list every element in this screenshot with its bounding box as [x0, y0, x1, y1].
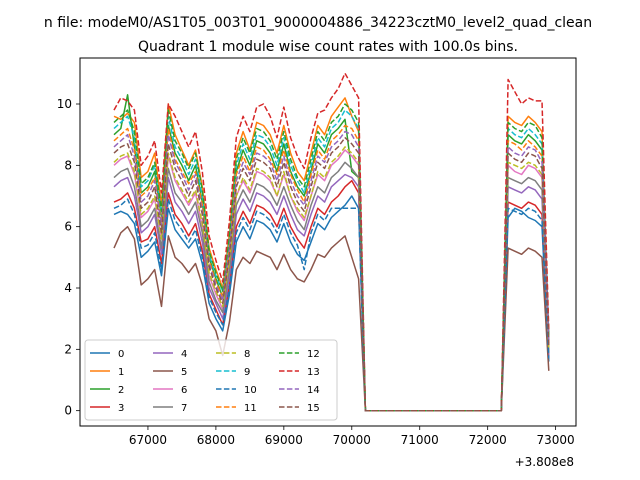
figure-suptitle: n file: modeM0/AS1T05_003T01_9000004886_… [44, 15, 592, 31]
series-lines [113, 72, 550, 412]
legend-label-14: 14 [307, 385, 320, 396]
y-tick-label: 4 [64, 281, 72, 295]
x-tick-label: 69000 [265, 433, 303, 447]
x-tick-label: 72000 [469, 433, 507, 447]
legend-label-3: 3 [118, 403, 124, 414]
legend-box [84, 339, 338, 421]
x-tick-label: 68000 [197, 433, 235, 447]
y-tick-label: 10 [57, 97, 72, 111]
legend-label-6: 6 [181, 385, 187, 396]
y-tick-label: 8 [64, 158, 72, 172]
axes-frame [79, 57, 577, 427]
series-line-12 [113, 103, 550, 412]
legend-label-13: 13 [307, 367, 320, 378]
legend-label-11: 11 [244, 403, 257, 414]
legend-label-15: 15 [307, 403, 320, 414]
legend-label-1: 1 [118, 367, 124, 378]
x-offset-label: +3.808e8 [515, 455, 574, 469]
legend-label-12: 12 [307, 349, 320, 360]
y-tick-label: 6 [64, 220, 72, 234]
legend-label-0: 0 [118, 349, 124, 360]
x-axis: 67000 68000 69000 70000 71000 72000 73000 [129, 426, 575, 447]
legend-label-8: 8 [244, 349, 250, 360]
legend-label-9: 9 [244, 367, 250, 378]
y-axis: 0 2 4 6 8 10 [57, 97, 80, 418]
x-tick-label: 73000 [537, 433, 575, 447]
series-line-13 [113, 72, 550, 412]
series-line-15 [113, 136, 550, 412]
y-tick-label: 2 [64, 342, 72, 356]
x-tick-label: 71000 [401, 433, 439, 447]
y-tick-label: 0 [64, 404, 72, 418]
legend-label-10: 10 [244, 385, 257, 396]
legend-label-5: 5 [181, 367, 187, 378]
legend-label-4: 4 [181, 349, 187, 360]
legend-label-2: 2 [118, 385, 124, 396]
legend-label-7: 7 [181, 403, 187, 414]
x-tick-label: 67000 [129, 433, 167, 447]
chart-title: Quadrant 1 module wise count rates with … [138, 39, 518, 55]
x-tick-label: 70000 [333, 433, 371, 447]
